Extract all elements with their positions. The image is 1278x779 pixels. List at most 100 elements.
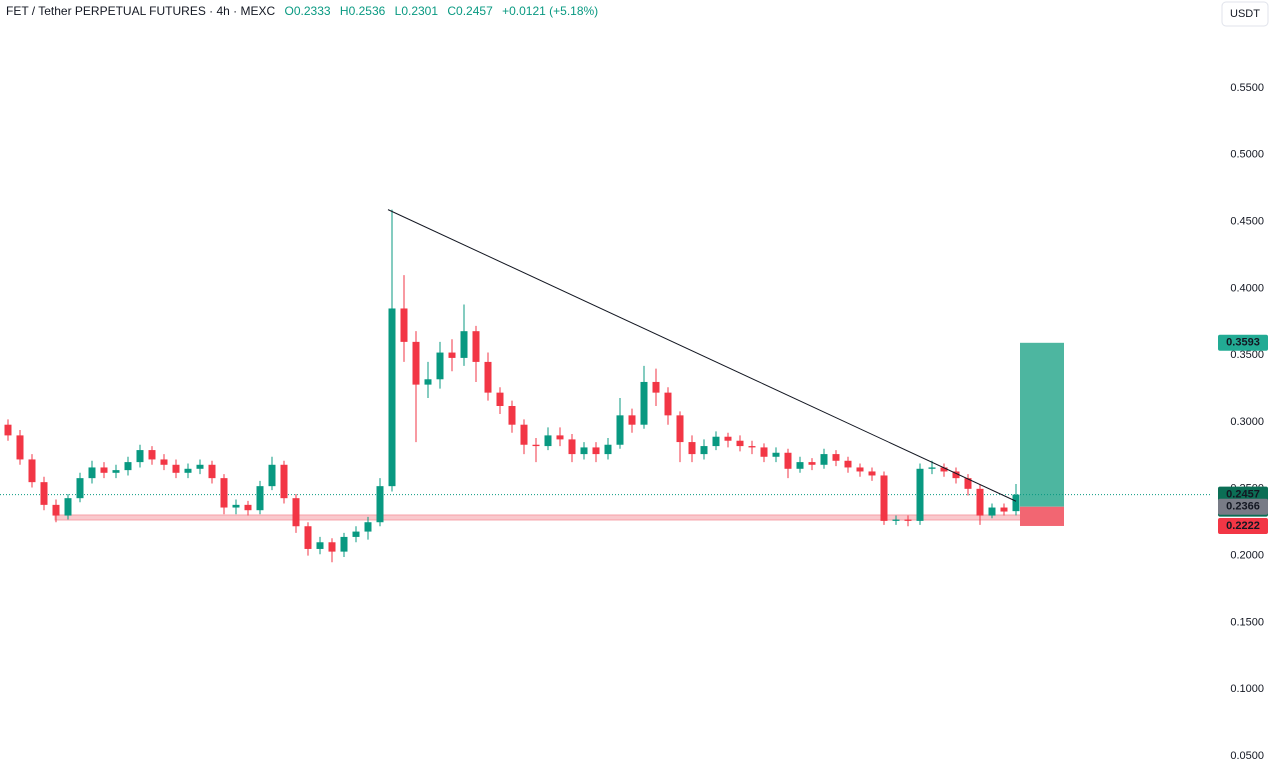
candle (52, 499, 60, 523)
candle-body (904, 519, 912, 521)
candle-body (4, 424, 12, 436)
candle-body (208, 464, 216, 479)
candle-body (256, 486, 264, 511)
candle (976, 484, 984, 525)
candle (292, 494, 300, 533)
candle-body (280, 464, 288, 499)
candle (988, 503, 996, 519)
y-tick-label: 0.2000 (1230, 550, 1264, 562)
candle-body (772, 452, 780, 457)
candle-body (472, 331, 480, 362)
candle (208, 460, 216, 484)
candle (232, 499, 240, 515)
candle (772, 447, 780, 463)
y-tick-label: 0.1000 (1230, 683, 1264, 695)
candle-body (28, 459, 36, 483)
candle-body (724, 436, 732, 441)
candle-body (964, 478, 972, 489)
candle (388, 209, 396, 492)
candle-body (184, 468, 192, 473)
ohlc-close: C0.2457 (447, 4, 493, 18)
candle-body (760, 447, 768, 457)
candle-body (796, 462, 804, 469)
position-loss (1020, 506, 1064, 526)
candle-body (628, 415, 636, 425)
candle (316, 536, 324, 555)
target-price-tag: 0.3593 (1226, 337, 1260, 349)
candle (832, 450, 840, 467)
candle-body (148, 450, 156, 460)
candle-body (484, 361, 492, 393)
candle (436, 341, 444, 389)
candle (64, 494, 72, 520)
y-tick-label: 0.5500 (1230, 82, 1264, 94)
candle-body (16, 435, 24, 460)
candle (616, 397, 624, 449)
candle (868, 467, 876, 481)
candle (652, 368, 660, 406)
candle (376, 478, 384, 527)
position-profit (1020, 342, 1064, 507)
candle-body (424, 379, 432, 385)
currency-button[interactable]: USDT (1221, 1, 1269, 27)
candle (904, 515, 912, 527)
candle (328, 538, 336, 563)
candle (28, 454, 36, 488)
candle (112, 464, 120, 479)
y-tick-label: 0.3000 (1230, 416, 1264, 428)
candle (940, 463, 948, 477)
candle (100, 462, 108, 479)
candle (424, 361, 432, 398)
candle-body (436, 352, 444, 380)
candle (448, 339, 456, 372)
candle (964, 474, 972, 496)
candle-body (808, 462, 816, 465)
candle (760, 443, 768, 463)
candle (712, 431, 720, 451)
candle (544, 427, 552, 451)
candle (76, 472, 84, 503)
candle-body (700, 446, 708, 455)
candle-body (1000, 507, 1008, 512)
candle (604, 438, 612, 460)
candle (4, 419, 12, 441)
candle (676, 411, 684, 463)
candle (256, 480, 264, 515)
candle-body (400, 308, 408, 342)
candle-body (508, 405, 516, 425)
candle (784, 448, 792, 479)
candle (700, 439, 708, 460)
candle (508, 400, 516, 433)
candle-body (64, 498, 72, 516)
candle (880, 471, 888, 525)
candle-body (292, 498, 300, 527)
candle (220, 474, 228, 515)
candle-body (172, 464, 180, 473)
candle-body (40, 482, 48, 505)
candle-body (244, 504, 252, 511)
candle-body (520, 424, 528, 445)
candle (400, 275, 408, 362)
chart-header: FET / Tether PERPETUAL FUTURES · 4h · ME… (6, 4, 598, 18)
candle (412, 331, 420, 443)
candle (568, 434, 576, 463)
candle-body (652, 381, 660, 393)
entry-price-tag: 0.2366 (1226, 501, 1260, 513)
candle (172, 459, 180, 479)
candle-body (328, 542, 336, 552)
candle-body (136, 450, 144, 463)
candle-body (664, 392, 672, 416)
candle-body (88, 467, 96, 479)
candle (520, 419, 528, 455)
candle (16, 430, 24, 465)
candle (196, 459, 204, 475)
currency-label[interactable]: USDT (1230, 8, 1260, 20)
currency-button-box[interactable] (1221, 1, 1269, 27)
candle-body (784, 452, 792, 469)
candle-body (580, 447, 588, 455)
candle (640, 365, 648, 429)
candle-body (880, 475, 888, 521)
candle (592, 442, 600, 463)
candle (136, 444, 144, 468)
candle-body (316, 542, 324, 549)
